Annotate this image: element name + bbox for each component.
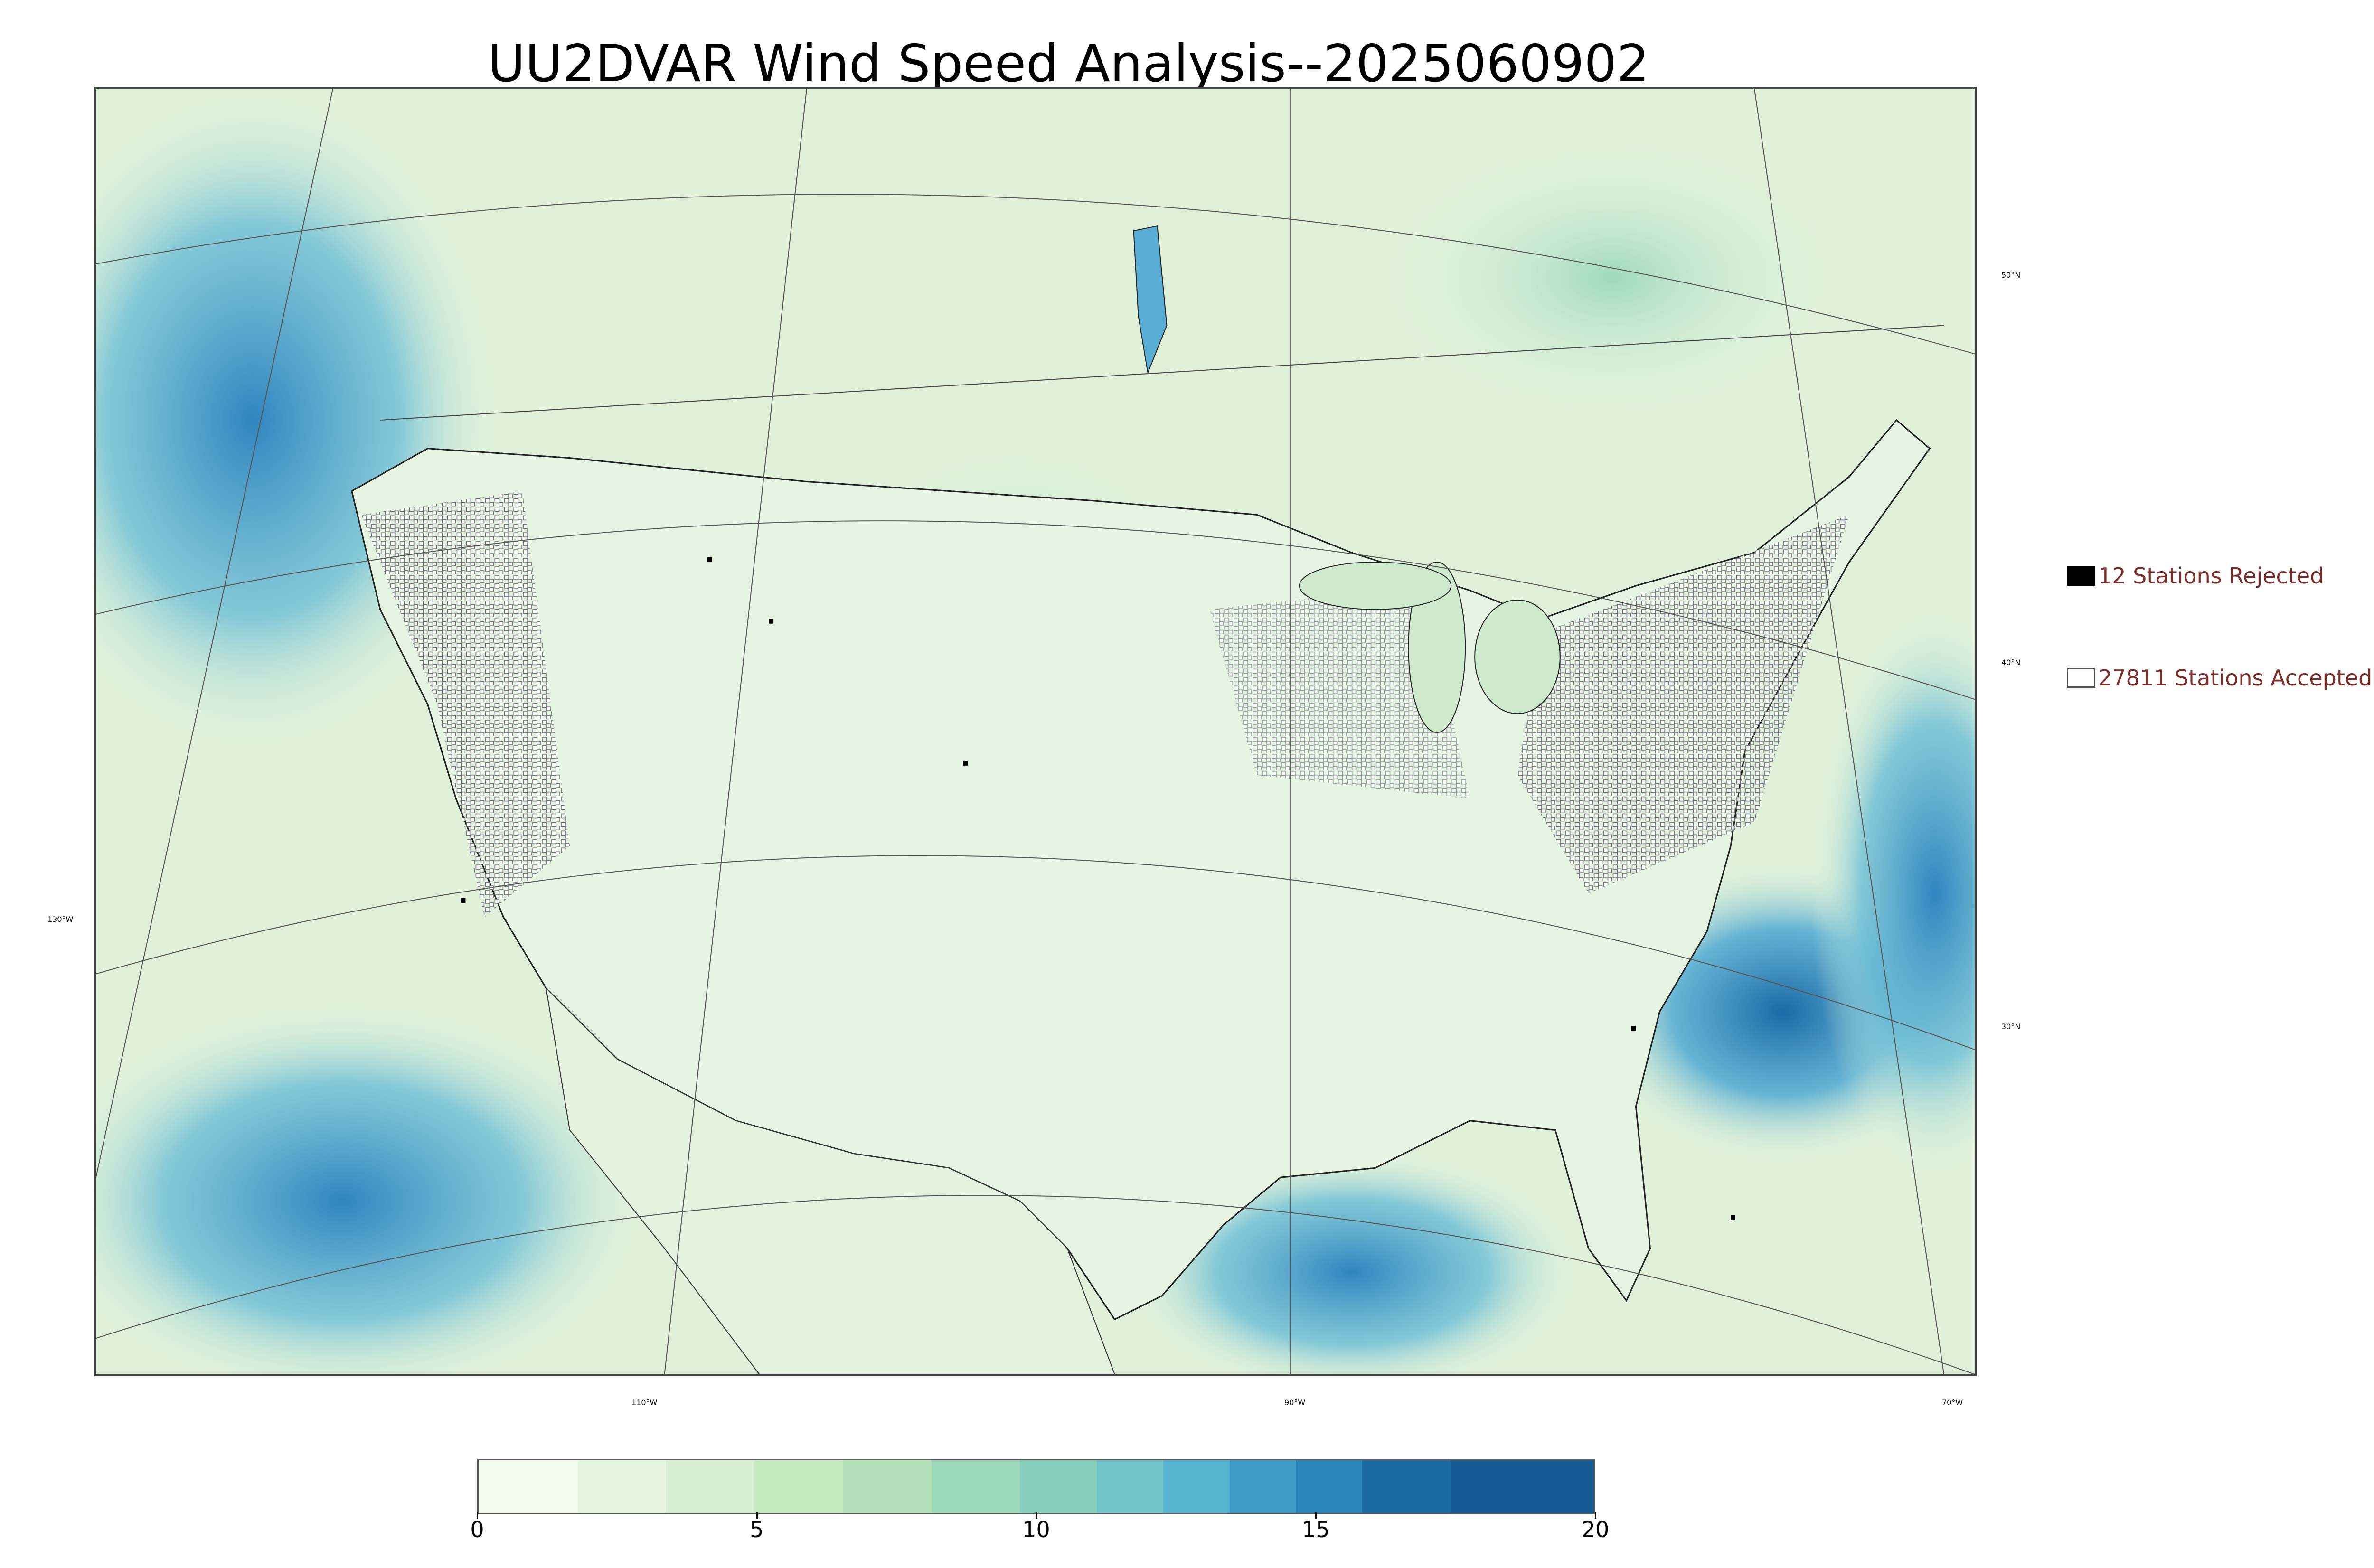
lat-label-50n: 50°N	[2001, 271, 2021, 280]
legend-accepted: 27811 Stations Accepted	[2067, 665, 2372, 691]
colorbar	[477, 1459, 1595, 1514]
rejected-swatch	[2067, 566, 2095, 586]
colorbar-tick	[756, 1512, 758, 1519]
colorbar-tick	[1036, 1512, 1037, 1519]
colorbar-segment	[1450, 1460, 1594, 1513]
colorbar-segment	[1019, 1460, 1097, 1513]
colorbar-segment	[479, 1460, 578, 1513]
wind-speed-map[interactable]	[96, 89, 1975, 1374]
colorbar-segment	[1362, 1460, 1451, 1513]
lat-label-30n: 30°N	[2001, 1022, 2021, 1031]
colorbar-tick-label: 10	[1022, 1517, 1050, 1542]
legend-rejected-label: 12 Stations Rejected	[2098, 563, 2324, 589]
lon-label-130w: 130°W	[47, 915, 74, 924]
colorbar-tick-label: 20	[1581, 1517, 1610, 1542]
colorbar-tick-label: 5	[750, 1517, 764, 1542]
colorbar-tick	[1595, 1512, 1596, 1519]
legend-rejected: 12 Stations Rejected	[2067, 563, 2324, 589]
lon-label-110w: 110°W	[631, 1398, 658, 1407]
accepted-swatch	[2067, 668, 2095, 688]
legend-accepted-label: 27811 Stations Accepted	[2098, 665, 2373, 691]
map-frame[interactable]	[94, 87, 1977, 1376]
colorbar-tick	[477, 1512, 478, 1519]
colorbar-segment	[578, 1460, 667, 1513]
colorbar-segment	[931, 1460, 1020, 1513]
colorbar-segment	[666, 1460, 755, 1513]
colorbar-segment	[1296, 1460, 1362, 1513]
colorbar-tick-label: 15	[1301, 1517, 1330, 1542]
lon-label-90w: 90°W	[1284, 1398, 1306, 1407]
colorbar-tick	[1315, 1512, 1317, 1519]
colorbar-segment	[1229, 1460, 1296, 1513]
colorbar-segment	[1097, 1460, 1163, 1513]
colorbar-segment	[754, 1460, 843, 1513]
lon-label-70w: 70°W	[1942, 1398, 1963, 1407]
colorbar-tick-label: 0	[470, 1517, 484, 1542]
colorbar-segment	[1163, 1460, 1230, 1513]
colorbar-segment	[843, 1460, 932, 1513]
rejected-stations	[461, 557, 1736, 1220]
lat-label-40n: 40°N	[2001, 658, 2021, 667]
